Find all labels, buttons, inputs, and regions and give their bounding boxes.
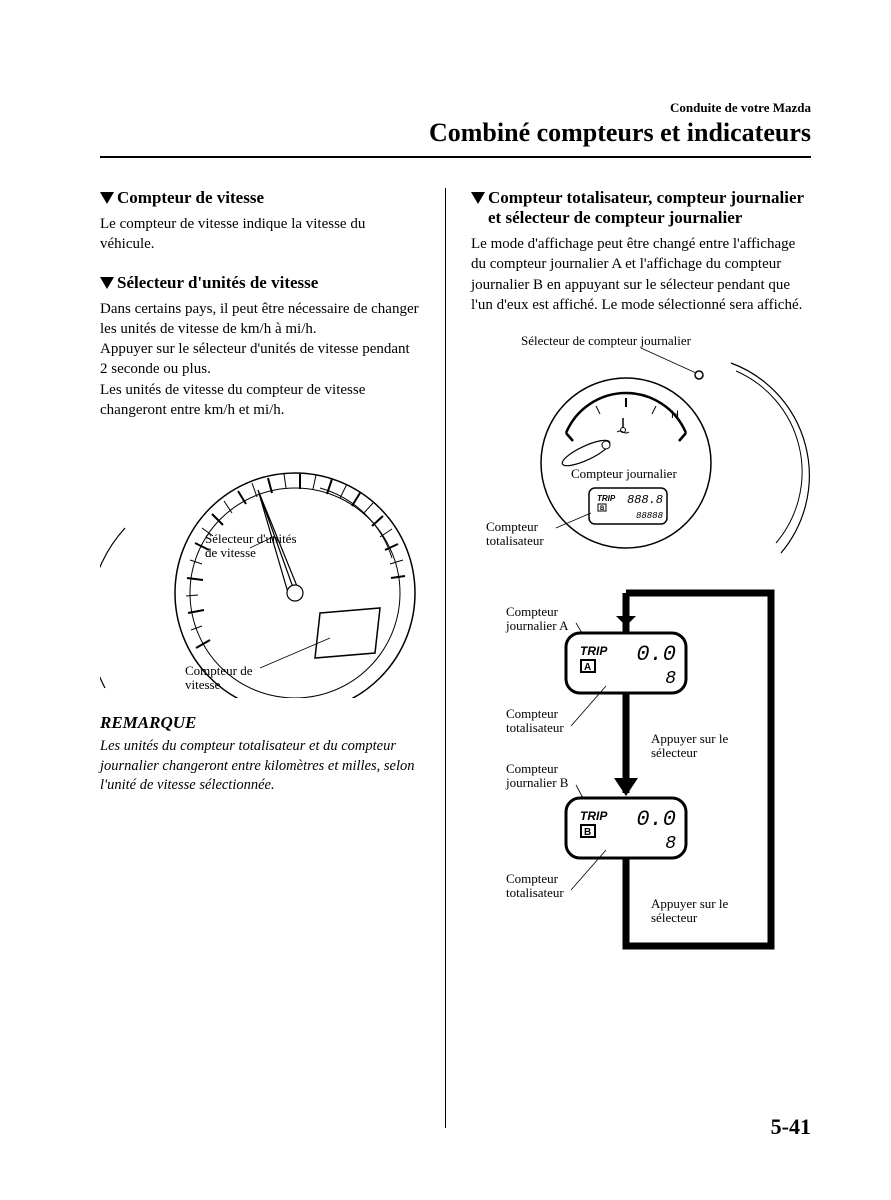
svg-text:8: 8 (665, 669, 676, 689)
left-column: Compteur de vitesse Le compteur de vites… (100, 188, 420, 1128)
svg-text:TRIP: TRIP (597, 494, 616, 503)
two-column-layout: Compteur de vitesse Le compteur de vites… (100, 188, 811, 1128)
breadcrumb: Conduite de votre Mazda (100, 100, 811, 116)
svg-text:Compteur totalisateu: Compteur totalisateur (486, 519, 544, 548)
svg-text:Compteur totalisateu: Compteur totalisateur (506, 871, 564, 900)
flow-label-action2: Appuyer sur le (651, 896, 728, 911)
section-heading-odometer: Compteur totalisateur, compteur journali… (471, 188, 811, 228)
paragraph: Le compteur de vitesse indique la vitess… (100, 214, 420, 255)
page-number: 5-41 (771, 1114, 811, 1140)
diag-label-h: H (671, 409, 679, 421)
paragraph: Dans certains pays, il peut être nécessa… (100, 299, 420, 421)
svg-text:Compteur journalier: Compteur journalier A (505, 604, 569, 633)
section-heading-unit-selector: Sélecteur d'unités de vitesse (100, 273, 420, 293)
column-divider (445, 188, 446, 1128)
odometer-diagram: Sélecteur de compteur journalier H (471, 333, 811, 563)
diag-label-trip-selector: Sélecteur de compteur journalier (521, 333, 692, 348)
diag-label-trip-meter: Compteur journalier (571, 466, 677, 481)
svg-text:A: A (584, 662, 591, 673)
diag-label-unit-selector: Sélecteur d'unités (205, 531, 297, 546)
svg-text:88888: 88888 (636, 511, 664, 521)
flow-label-tripB: Compteur (506, 761, 559, 776)
triangle-bullet-icon (100, 192, 114, 204)
heading-text: Sélecteur d'unités de vitesse (117, 273, 318, 293)
svg-text:B: B (600, 506, 605, 512)
svg-text:0.0: 0.0 (636, 807, 676, 832)
flow-label-tripA: Compteur (506, 604, 559, 619)
svg-text:Compteur de vitesse: Compteur de vitesse (185, 663, 256, 692)
diag-label-speedometer: Compteur de (185, 663, 253, 678)
speedometer-diagram: Sélecteur d'unités de vitesse Compteur d… (100, 438, 420, 698)
header-rule (100, 156, 811, 158)
diag-label-odometer: Compteur (486, 519, 539, 534)
svg-text:Sélecteur d'unités d: Sélecteur d'unités de vitesse (205, 531, 300, 560)
svg-text:Compteur totalisateu: Compteur totalisateur (506, 706, 564, 735)
heading-text: Compteur totalisateur, compteur journali… (488, 188, 811, 228)
svg-text:Compteur journalier: Compteur journalier B (505, 761, 569, 790)
flow-label-odo2: Compteur (506, 871, 559, 886)
svg-text:888.8: 888.8 (627, 493, 663, 507)
triangle-bullet-icon (100, 277, 114, 289)
svg-text:8: 8 (665, 834, 676, 854)
flow-label-odo1: Compteur (506, 706, 559, 721)
svg-text:TRIP: TRIP (580, 809, 608, 823)
heading-text: Compteur de vitesse (117, 188, 264, 208)
remark-body: Les unités du compteur totalisateur et d… (100, 737, 420, 796)
remark-title: REMARQUE (100, 713, 420, 733)
right-column: Compteur totalisateur, compteur journali… (471, 188, 811, 1128)
chapter-title: Combiné compteurs et indicateurs (100, 118, 811, 148)
svg-text:0.0: 0.0 (636, 642, 676, 667)
paragraph: Le mode d'affichage peut être changé ent… (471, 234, 811, 315)
page-header: Conduite de votre Mazda Combiné compteur… (100, 100, 811, 148)
svg-text:B: B (584, 827, 591, 838)
section-heading-speedometer: Compteur de vitesse (100, 188, 420, 208)
trip-flow-diagram: Compteur journalier A TRIP A 0.0 8 (471, 578, 811, 968)
svg-text:TRIP: TRIP (580, 644, 608, 658)
triangle-bullet-icon (471, 192, 485, 204)
svg-text:Appuyer sur le sélec: Appuyer sur le sélecteur (651, 731, 732, 760)
flow-label-action1: Appuyer sur le (651, 731, 728, 746)
svg-text:Appuyer sur le sélec: Appuyer sur le sélecteur (651, 896, 732, 925)
